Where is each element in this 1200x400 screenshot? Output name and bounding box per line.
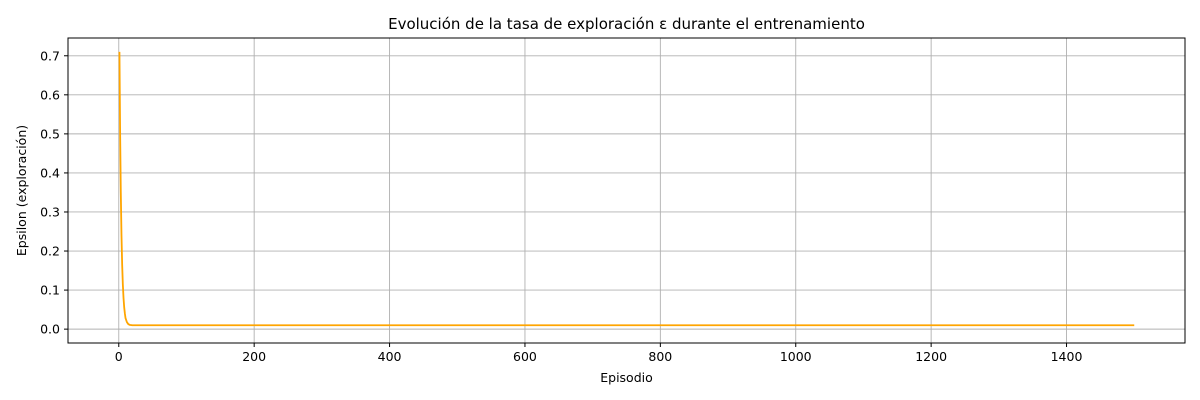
y-tick-label-1: 0.1: [40, 283, 60, 298]
y-tick-label-4: 0.4: [40, 165, 60, 180]
y-tick-label-0: 0.0: [40, 322, 60, 337]
chart-title: Evolución de la tasa de exploración ε du…: [388, 15, 865, 33]
x-axis-label: Episodio: [600, 370, 653, 385]
y-tick-label-2: 0.2: [40, 244, 60, 259]
x-tick-label-2: 400: [378, 349, 402, 364]
axis-ticks: 0 200 400 600 800 1000 1200 1400 0.0 0.1 0.2 0.3 0.4…: [40, 48, 1082, 364]
x-tick-label-3: 600: [513, 349, 537, 364]
y-tick-label-5: 0.5: [40, 126, 60, 141]
y-axis-label: Epsilon (exploración): [14, 125, 29, 256]
series-layer: [118, 51, 1135, 327]
series-line-0: [118, 51, 1135, 327]
x-tick-label-4: 800: [648, 349, 672, 364]
x-tick-label-0: 0: [115, 349, 123, 364]
x-tick-label-7: 1400: [1051, 349, 1083, 364]
y-tick-label-7: 0.7: [40, 48, 60, 63]
x-tick-label-5: 1000: [780, 349, 812, 364]
grid: [68, 38, 1185, 343]
y-tick-label-6: 0.6: [40, 87, 60, 102]
plot-frame: [67, 37, 1186, 344]
y-tick-label-3: 0.3: [40, 204, 60, 219]
x-tick-label-6: 1200: [915, 349, 947, 364]
x-tick-label-1: 200: [242, 349, 266, 364]
